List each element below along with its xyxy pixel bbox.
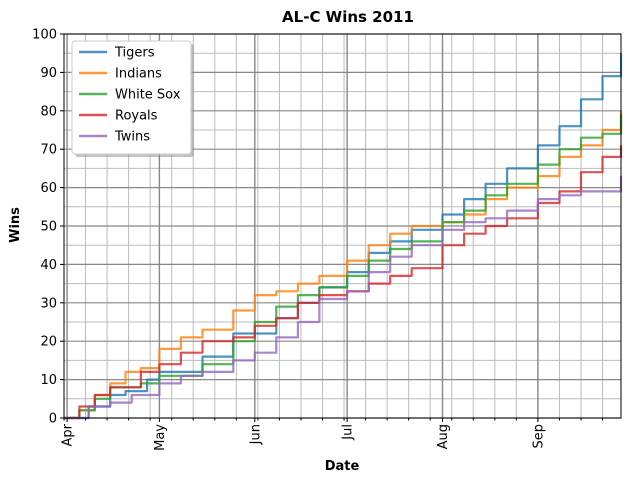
legend-label: Twins [114,130,150,145]
y-tick-label: 40 [40,258,57,273]
chart-title: AL-C Wins 2011 [282,8,414,26]
x-tick-label: Jun [248,424,263,445]
y-tick-label: 20 [40,335,57,350]
y-tick-label: 50 [40,220,57,235]
x-tick-label: May [153,424,168,451]
y-tick-label: 70 [40,143,57,158]
legend-label: White Sox [115,88,181,103]
x-tick-label: Apr [61,423,76,446]
y-tick-label: 90 [40,66,57,81]
legend-box [71,40,192,155]
legend-label: Tigers [114,46,155,61]
legend-label: Indians [115,67,162,82]
y-tick-label: 10 [40,373,57,388]
y-axis-label: Wins [8,207,23,243]
y-axis-ticks: 0 10 20 30 40 50 60 70 80 90 100 [32,28,64,427]
x-axis-ticks: Apr May Jun Jul Aug Sep [61,418,604,451]
series-line-twins [64,176,623,420]
y-tick-label: 80 [40,104,57,119]
x-axis-label: Date [325,459,360,474]
y-tick-label: 0 [49,412,57,427]
y-tick-label: 100 [32,28,57,43]
series-lines [64,53,623,420]
x-tick-label: Sep [531,424,546,449]
series-line-white-sox [64,114,623,420]
x-tick-label: Jul [341,424,356,441]
y-tick-label: 60 [40,181,57,196]
legend: Tigers Indians White Sox Royals Twins [71,40,194,157]
y-tick-label: 30 [40,296,57,311]
x-tick-label: Aug [436,424,451,449]
legend-label: Royals [115,109,158,124]
